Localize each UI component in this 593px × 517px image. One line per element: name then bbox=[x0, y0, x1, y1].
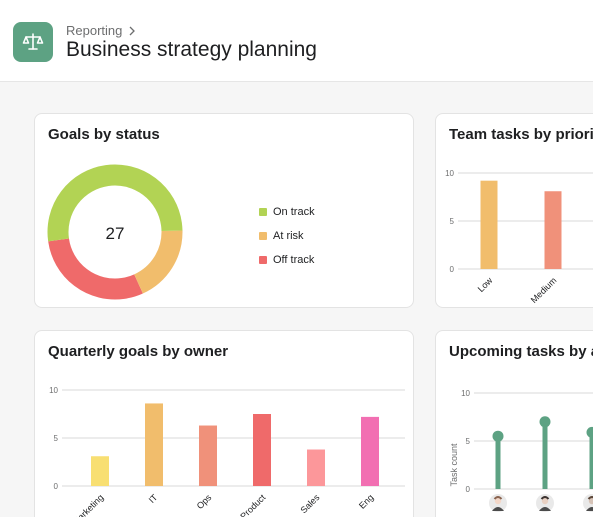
x-tick-label-ops: Ops bbox=[195, 492, 214, 511]
team-tasks-card[interactable]: Team tasks by priority 10 5 0 Low Medium bbox=[435, 113, 593, 308]
avatar-body bbox=[586, 507, 593, 511]
legend-item-on-track: On track bbox=[259, 200, 315, 224]
legend-swatch bbox=[259, 232, 267, 240]
y-tick-label: 5 bbox=[54, 434, 59, 443]
avatar-face bbox=[541, 497, 549, 505]
breadcrumb-reporting[interactable]: Reporting bbox=[66, 23, 123, 38]
bar-it[interactable] bbox=[145, 403, 163, 486]
bar-sales[interactable] bbox=[307, 449, 325, 486]
y-tick-label: 10 bbox=[49, 386, 58, 395]
bar-low[interactable] bbox=[480, 180, 498, 269]
chevron-right-icon bbox=[129, 26, 136, 35]
avatar-body bbox=[539, 507, 551, 511]
y-tick-label: 0 bbox=[466, 485, 471, 494]
bar-eng[interactable] bbox=[361, 416, 379, 486]
avatar-hair bbox=[493, 496, 503, 500]
legend-item-at-risk: At risk bbox=[259, 224, 315, 248]
donut-total: 27 bbox=[106, 224, 125, 243]
avatar-hair bbox=[540, 496, 550, 500]
avatar[interactable] bbox=[583, 494, 593, 512]
x-tick-label-it: IT bbox=[147, 492, 160, 505]
legend-label: On track bbox=[273, 206, 315, 218]
y-tick-label: 10 bbox=[461, 389, 470, 398]
legend-swatch bbox=[259, 208, 267, 216]
x-tick-label-low: Low bbox=[476, 275, 495, 294]
scale-icon[interactable] bbox=[13, 22, 53, 62]
goals-by-status-title: Goals by status bbox=[48, 126, 160, 143]
page-header: Reporting Business strategy planning bbox=[0, 0, 593, 82]
avatar-hair bbox=[587, 496, 593, 500]
upcoming-tasks-title: Upcoming tasks by assignee bbox=[449, 343, 593, 360]
y-tick-label: 0 bbox=[54, 482, 59, 491]
legend-label: At risk bbox=[273, 230, 304, 242]
avatar-face bbox=[494, 497, 502, 505]
bar-marketing[interactable] bbox=[91, 456, 109, 486]
bar-medium[interactable] bbox=[544, 191, 562, 269]
upcoming-tasks-card[interactable]: Upcoming tasks by assignee Task count 10… bbox=[435, 330, 593, 517]
quarterly-goals-title: Quarterly goals by owner bbox=[48, 343, 229, 360]
x-tick-label-product: Product bbox=[238, 492, 267, 517]
lollipop-point[interactable] bbox=[539, 416, 551, 428]
bar-ops[interactable] bbox=[199, 425, 217, 486]
x-tick-label-medium: Medium bbox=[529, 275, 559, 305]
avatar-body bbox=[492, 507, 504, 511]
donut-slice-on-track[interactable] bbox=[47, 164, 183, 300]
lollipop-point[interactable] bbox=[586, 426, 593, 438]
legend-swatch bbox=[259, 256, 267, 264]
team-tasks-title: Team tasks by priority bbox=[449, 126, 593, 143]
x-tick-label-eng: Eng bbox=[357, 492, 375, 510]
quarterly-goals-card[interactable]: Quarterly goals by owner 10 5 0 Marketing IT… bbox=[34, 330, 414, 517]
avatar[interactable] bbox=[489, 494, 507, 512]
assignee-lollipop-chart[interactable]: Task count 10 5 0 bbox=[436, 331, 593, 517]
lollipop-point[interactable] bbox=[492, 430, 504, 442]
y-axis-label: Task count bbox=[449, 443, 459, 487]
legend-label: Off track bbox=[273, 254, 315, 266]
breadcrumb[interactable]: Reporting bbox=[66, 23, 136, 38]
y-tick-label: 10 bbox=[445, 169, 454, 178]
page-title: Business strategy planning bbox=[66, 38, 317, 61]
y-tick-label: 5 bbox=[450, 217, 455, 226]
x-tick-label-marketing: Marketing bbox=[70, 492, 105, 517]
avatar-face bbox=[588, 497, 593, 505]
y-tick-label: 0 bbox=[450, 265, 455, 274]
avatar[interactable] bbox=[536, 494, 554, 512]
bar-product[interactable] bbox=[253, 414, 271, 486]
goals-legend: On track At risk Off track bbox=[259, 200, 315, 272]
goals-by-status-card[interactable]: Goals by status 27 On track At risk Off … bbox=[34, 113, 414, 308]
legend-item-off-track: Off track bbox=[259, 248, 315, 272]
y-tick-label: 5 bbox=[466, 437, 471, 446]
goals-donut-chart[interactable]: 27 bbox=[35, 114, 414, 308]
x-tick-label-sales: Sales bbox=[298, 492, 321, 515]
owner-bar-chart[interactable]: 10 5 0 Marketing IT Ops Product Sales Eng bbox=[35, 331, 414, 517]
priority-bar-chart[interactable]: 10 5 0 Low Medium bbox=[436, 114, 593, 308]
